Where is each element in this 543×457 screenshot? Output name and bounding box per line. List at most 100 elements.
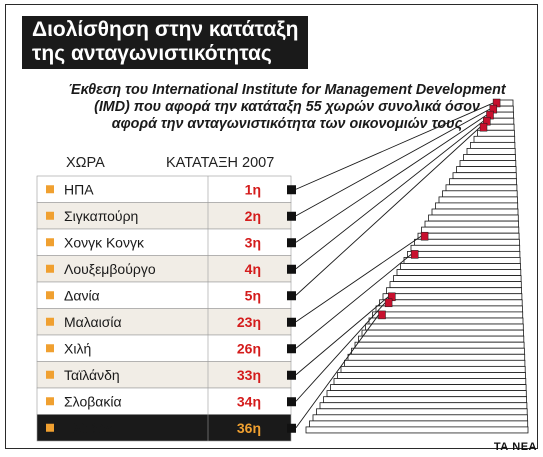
row-bullet <box>46 344 54 353</box>
stair-step <box>337 372 526 379</box>
row-connector-square <box>287 238 296 248</box>
country-name: Μαλαισία <box>64 314 122 330</box>
row-bullet <box>46 423 54 432</box>
stair-step <box>316 408 528 416</box>
row-connector-square <box>287 423 296 433</box>
row-bullet <box>46 370 54 379</box>
stair-step <box>309 420 529 428</box>
stair-step <box>330 384 527 392</box>
rank-label: 5η <box>245 287 261 303</box>
stair-step <box>386 287 523 295</box>
stair-step <box>389 281 522 289</box>
row-bullet <box>46 397 54 406</box>
stair-step <box>438 196 518 204</box>
stair-step <box>333 378 527 385</box>
connector-line <box>295 314 379 429</box>
stair-step <box>452 172 517 180</box>
stair-step <box>382 293 523 301</box>
table-row <box>36 308 292 336</box>
stair-step <box>344 359 526 367</box>
subtitle-block: Έκθεση του International Institute for M… <box>37 82 537 133</box>
rank-label: 23η <box>237 314 261 330</box>
row-connector-square <box>287 370 296 380</box>
subtitle-line-2: (IMD) που αφορά την κατάταξη 55 χωρών συ… <box>94 99 480 115</box>
connector-line <box>295 302 386 402</box>
rank-label: 33η <box>237 367 261 383</box>
stair-step <box>354 341 525 349</box>
country-name: ΗΠΑ <box>64 181 94 197</box>
stair-step <box>323 396 528 404</box>
stair-step <box>459 160 517 167</box>
column-header-country: ΧΩΡΑ <box>66 155 105 171</box>
row-bullet <box>46 238 54 247</box>
row-bullet <box>46 291 54 300</box>
stair-marker <box>479 122 488 132</box>
connector-line <box>295 114 487 243</box>
country-name: Σιγκαπούρη <box>64 208 138 224</box>
table-row <box>36 414 292 442</box>
connector-line <box>295 235 422 323</box>
stair-step <box>470 141 516 149</box>
stair-step <box>431 208 519 216</box>
title-line-1: Διολίσθηση στην κατάταξη <box>32 18 299 41</box>
country-name: Ελλάδα <box>64 420 115 436</box>
table-row <box>36 255 292 283</box>
stair-step <box>340 365 526 373</box>
stair-step <box>463 154 516 161</box>
stair-step <box>365 323 524 331</box>
stair-step <box>319 402 528 410</box>
title-line-2: της ανταγωνιστικότητας <box>32 42 272 65</box>
stair-step <box>312 414 528 422</box>
country-name: Σλοβακία <box>64 393 122 409</box>
column-header-rank: ΚΑΤΑΤΑΞΗ 2007 <box>166 155 275 171</box>
stair-step <box>428 214 519 222</box>
connector-line <box>295 126 481 296</box>
subtitle-line-3: αφορά την ανταγωνιστικότητα των οικονομι… <box>111 116 463 132</box>
stair-step <box>414 238 520 246</box>
rank-label: 34η <box>237 393 261 409</box>
stair-step <box>305 426 529 434</box>
stair-step <box>351 347 525 355</box>
stair-step <box>379 299 523 307</box>
row-connector-square <box>287 264 296 274</box>
country-name: Λουξεμβούργο <box>64 261 156 277</box>
stair-marker <box>378 310 386 320</box>
country-name: Χονγκ Κονγκ <box>64 234 145 250</box>
stair-step <box>466 147 516 155</box>
stair-marker <box>410 250 419 259</box>
table-row <box>36 361 292 389</box>
stair-step <box>421 226 520 234</box>
stair-step <box>393 275 522 283</box>
row-bullet <box>46 185 54 194</box>
stair-step <box>396 269 522 276</box>
title-block: Διολίσθηση στην κατάταξη της ανταγωνιστι… <box>22 16 309 69</box>
stair-step <box>403 256 521 264</box>
stair-step <box>372 311 524 319</box>
table-row <box>36 387 292 415</box>
country-name: Δανία <box>64 287 100 303</box>
connector-line <box>295 120 484 270</box>
row-connector-square <box>287 291 296 301</box>
stair-step <box>347 353 526 361</box>
connector-line <box>295 296 389 376</box>
row-connector-square <box>287 344 296 354</box>
rank-label: 4η <box>245 261 261 277</box>
stair-step <box>442 190 518 198</box>
rank-label: 26η <box>237 340 261 356</box>
subtitle-line-1: Έκθεση του International Institute for M… <box>68 82 506 98</box>
stair-step <box>407 250 521 258</box>
stair-step <box>410 244 521 252</box>
row-bullet <box>46 317 54 326</box>
stair-step <box>375 305 523 313</box>
stair-step <box>435 202 519 210</box>
table-row <box>36 228 292 256</box>
stair-step <box>400 263 521 270</box>
stair-step <box>449 178 517 186</box>
stair-step <box>361 329 525 337</box>
table-row <box>36 281 292 309</box>
stair-step <box>445 184 518 192</box>
stair-step <box>424 220 519 228</box>
rank-label: 3η <box>245 234 261 250</box>
row-connector-square <box>287 211 296 221</box>
